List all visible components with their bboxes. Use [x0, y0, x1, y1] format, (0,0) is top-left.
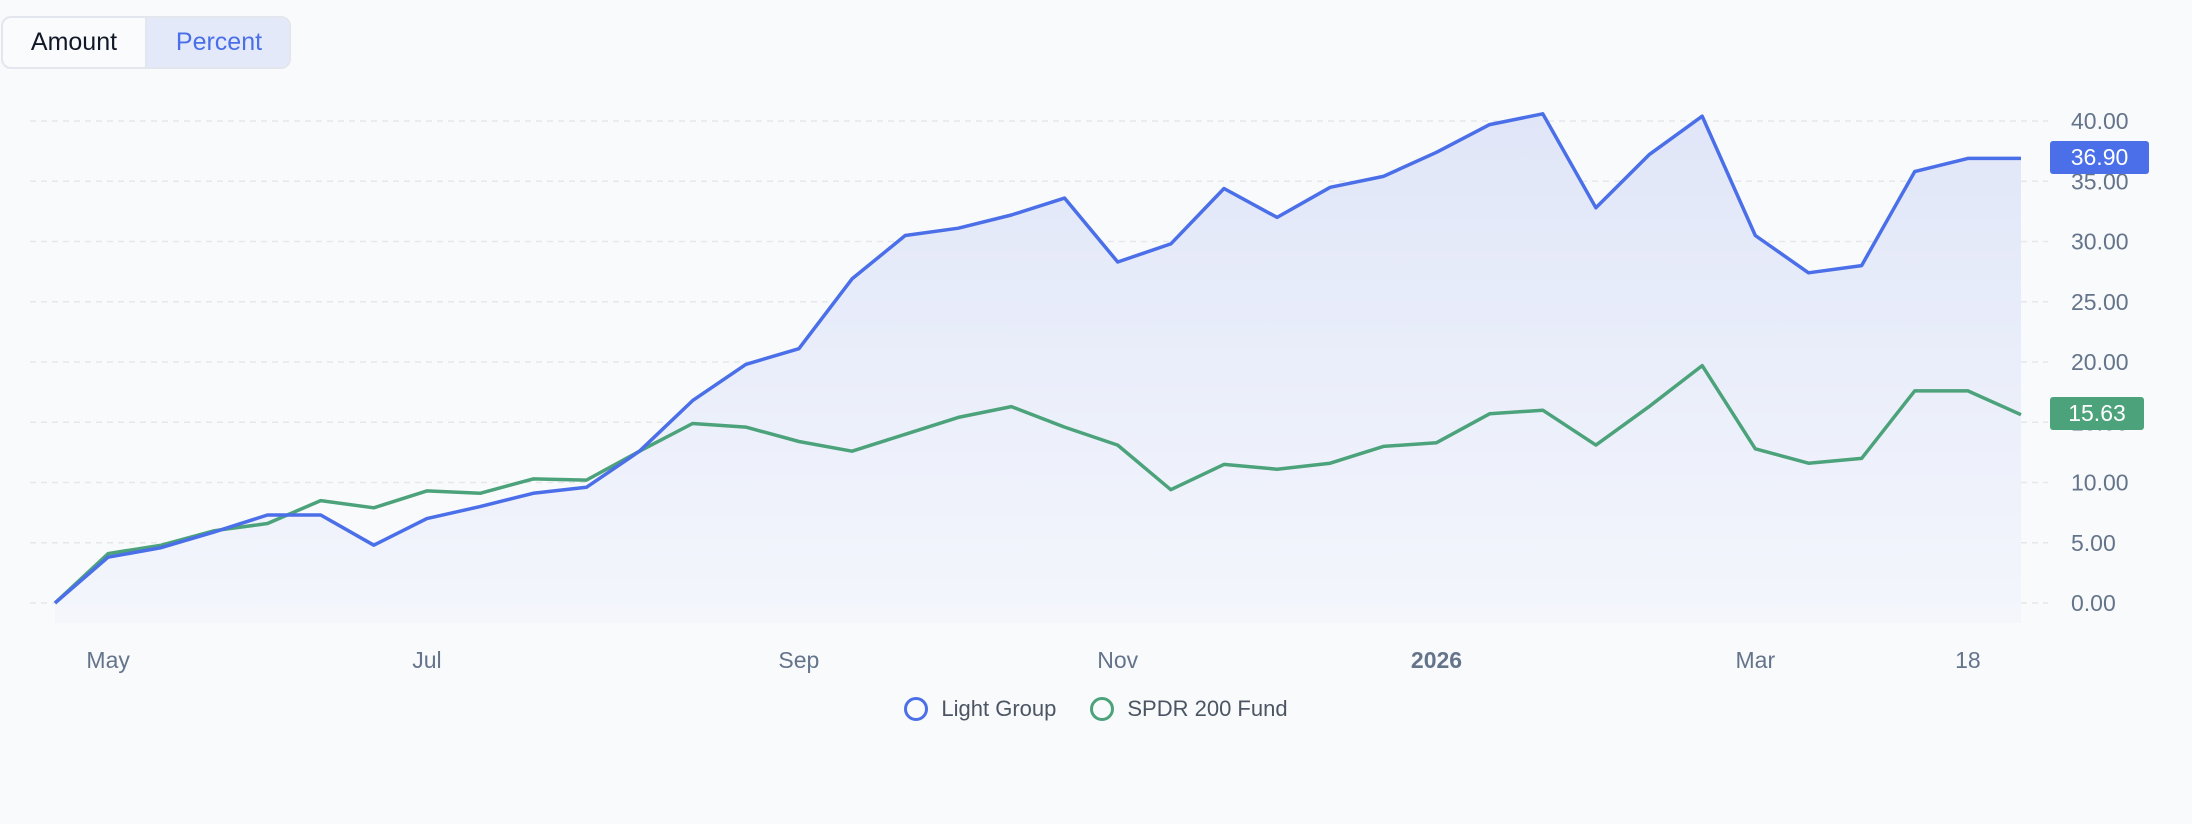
x-tick-label: Nov — [1097, 647, 1138, 673]
y-tick-label: 40.00 — [2071, 108, 2129, 134]
light-group-line[interactable] — [53, 112, 2021, 605]
spdr-200-fund-line[interactable] — [53, 363, 2022, 605]
x-tick-label: Mar — [1736, 647, 1776, 673]
x-tick-label: 2026 — [1411, 647, 1462, 673]
light-group-last-value-badge: 36.90 — [2050, 141, 2149, 174]
legend-item-light-group[interactable]: Light Group — [904, 696, 1056, 722]
legend-label: SPDR 200 Fund — [1127, 696, 1288, 721]
y-tick-label: 25.00 — [2071, 289, 2129, 315]
x-tick-label: Sep — [778, 647, 819, 673]
x-tick-label: 18 — [1955, 647, 1981, 673]
circle-icon — [904, 697, 929, 721]
legend-label: Light Group — [941, 696, 1057, 721]
circle-icon — [1090, 697, 1115, 721]
y-tick-label: 30.00 — [2071, 229, 2129, 255]
y-tick-label: 20.00 — [2071, 349, 2129, 375]
y-tick-label: 5.00 — [2071, 530, 2116, 556]
amount-percent-toggle: Amount Percent — [1, 16, 291, 69]
y-tick-label: 10.00 — [2071, 470, 2129, 496]
legend-item-spdr-200-fund[interactable]: SPDR 200 Fund — [1090, 696, 1288, 722]
x-tick-label: May — [86, 647, 130, 673]
y-tick-label: 0.00 — [2071, 590, 2116, 616]
x-axis: May Jul Sep Nov 2026 Mar 18 — [86, 647, 1980, 673]
amount-toggle-button[interactable]: Amount — [3, 18, 147, 67]
y-axis: 0.005.0010.0015.0020.0025.0030.0035.0040… — [2071, 108, 2129, 616]
x-tick-label: Jul — [412, 647, 441, 673]
line-chart: 0.005.0010.0015.0020.0025.0030.0035.0040… — [30, 108, 2129, 673]
spdr-last-value-badge: 15.63 — [2050, 397, 2144, 430]
light-group-area-fill — [55, 113, 2021, 624]
chart-legend: Light Group SPDR 200 Fund — [0, 696, 2192, 722]
percent-toggle-button[interactable]: Percent — [147, 18, 289, 67]
